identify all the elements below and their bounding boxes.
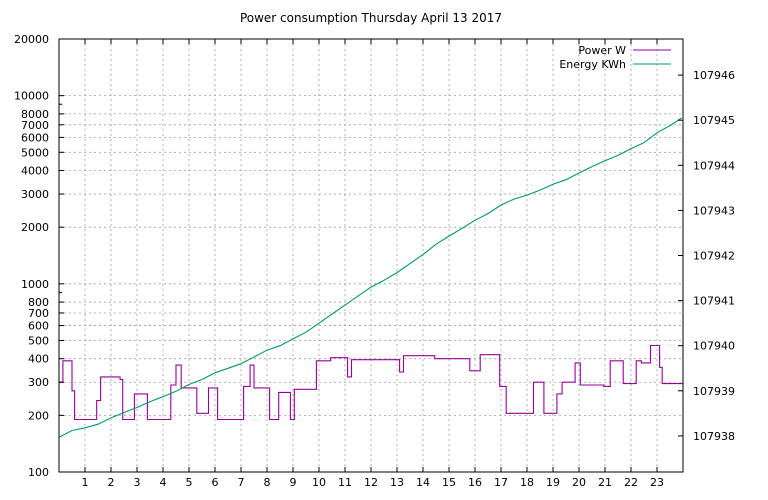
x-tick-label: 8 bbox=[264, 476, 271, 489]
x-tick-label: 5 bbox=[186, 476, 193, 489]
power-series-line bbox=[59, 344, 683, 421]
x-tick-label: 6 bbox=[212, 476, 219, 489]
x-tick-label: 19 bbox=[546, 476, 560, 489]
x-tick-label: 13 bbox=[390, 476, 404, 489]
y-left-tick-label: 2000 bbox=[21, 221, 49, 234]
x-tick-label: 20 bbox=[572, 476, 586, 489]
y-right-tick-label: 107941 bbox=[693, 295, 735, 308]
legend-label-power: Power W bbox=[578, 44, 626, 57]
x-tick-label: 16 bbox=[468, 476, 482, 489]
y-left-tick-label: 100 bbox=[28, 466, 49, 479]
y-left-tick-label: 4000 bbox=[21, 165, 49, 178]
y-right-tick-label: 107938 bbox=[693, 430, 735, 443]
x-tick-label: 11 bbox=[338, 476, 352, 489]
x-tick-label: 17 bbox=[494, 476, 508, 489]
y-left-tick-label: 200 bbox=[28, 409, 49, 422]
y-left-tick-label: 400 bbox=[28, 353, 49, 366]
energy-series-line bbox=[58, 117, 683, 438]
y-left-tick-label: 6000 bbox=[21, 131, 49, 144]
y-right-tick-label: 107939 bbox=[693, 385, 735, 398]
x-tick-label: 12 bbox=[364, 476, 378, 489]
y-left-tick-label: 500 bbox=[28, 334, 49, 347]
y-right-tick-label: 107942 bbox=[693, 250, 735, 263]
legend-label-energy: Energy KWh bbox=[559, 58, 626, 71]
y-left-tick-label: 300 bbox=[28, 376, 49, 389]
y-left-tick-label: 3000 bbox=[21, 188, 49, 201]
legend: Power W Energy KWh bbox=[559, 44, 671, 71]
x-tick-label: 15 bbox=[442, 476, 456, 489]
x-tick-label: 4 bbox=[160, 476, 167, 489]
y-left-tick-label: 800 bbox=[28, 296, 49, 309]
x-tick-label: 7 bbox=[238, 476, 245, 489]
y-left-tick-label: 7000 bbox=[21, 119, 49, 132]
y-left-tick-label: 700 bbox=[28, 307, 49, 320]
y-right-tick-label: 107940 bbox=[693, 340, 735, 353]
axis-ticks: 1 2 3 4 5 6 7 8 9 10 11 12 13 14 15 16 17 18 19 20 21 22 23100… bbox=[14, 33, 735, 489]
x-tick-label: 9 bbox=[290, 476, 297, 489]
y-right-tick-label: 107946 bbox=[693, 69, 735, 82]
x-tick-label: 18 bbox=[520, 476, 534, 489]
x-tick-label: 22 bbox=[624, 476, 638, 489]
x-tick-label: 21 bbox=[598, 476, 612, 489]
y-right-tick-label: 107945 bbox=[693, 114, 735, 127]
y-left-tick-label: 20000 bbox=[14, 33, 49, 46]
y-left-tick-label: 5000 bbox=[21, 146, 49, 159]
gridlines bbox=[59, 38, 683, 473]
x-tick-label: 23 bbox=[650, 476, 664, 489]
x-tick-label: 1 bbox=[82, 476, 89, 489]
x-tick-label: 2 bbox=[108, 476, 115, 489]
y-left-tick-label: 10000 bbox=[14, 90, 49, 103]
y-left-tick-label: 1000 bbox=[21, 278, 49, 291]
y-right-tick-label: 107943 bbox=[693, 204, 735, 217]
series-layer bbox=[58, 117, 683, 438]
x-tick-label: 10 bbox=[312, 476, 326, 489]
y-right-tick-label: 107944 bbox=[693, 159, 735, 172]
chart-title: Power consumption Thursday April 13 2017 bbox=[240, 11, 502, 25]
y-left-tick-label: 8000 bbox=[21, 108, 49, 121]
x-tick-label: 14 bbox=[416, 476, 430, 489]
x-tick-label: 3 bbox=[134, 476, 141, 489]
y-left-tick-label: 600 bbox=[28, 320, 49, 333]
